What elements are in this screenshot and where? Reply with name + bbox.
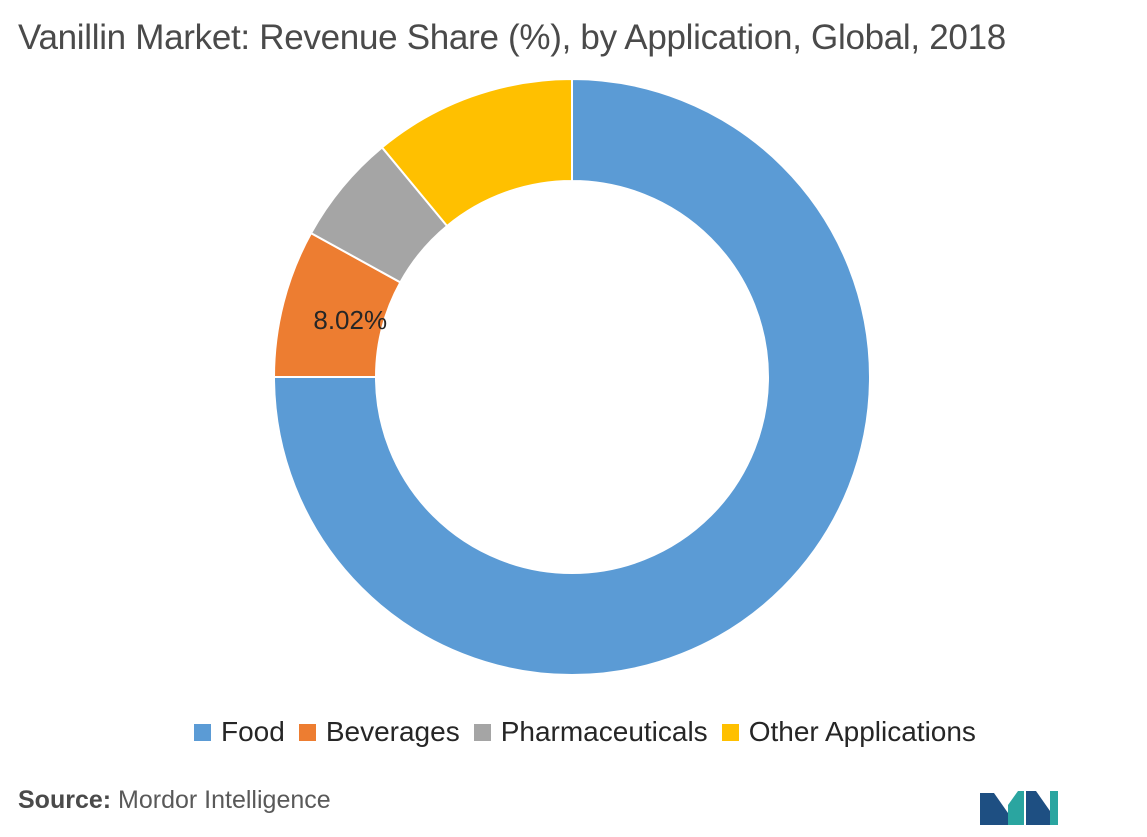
data-label-beverages: 8.02%: [313, 305, 387, 335]
legend-item-other-applications: Other Applications: [721, 716, 976, 748]
source-text: Mordor Intelligence: [118, 786, 331, 814]
legend-item-pharmaceuticals: Pharmaceuticals: [473, 716, 708, 748]
legend-item-food: Food: [194, 716, 285, 748]
mordor-intelligence-logo-icon: [980, 791, 1058, 825]
source-note: Source: Mordor Intelligence: [18, 786, 331, 815]
legend-label: Pharmaceuticals: [500, 716, 708, 747]
legend-label: Food: [221, 716, 285, 747]
chart-title: Vanillin Market: Revenue Share (%), by A…: [18, 18, 1006, 57]
donut-chart: 8.02%: [272, 77, 871, 676]
legend-label: Other Applications: [748, 716, 976, 747]
legend-swatch: [473, 723, 491, 741]
legend-label: Beverages: [325, 716, 460, 747]
slice-other-applications: [380, 77, 573, 228]
source-label: Source:: [18, 786, 112, 814]
legend-swatch: [721, 723, 739, 741]
legend-swatch: [194, 723, 211, 741]
chart-legend: Food Beverages Pharmaceuticals Other Applic…: [194, 716, 990, 748]
slice-food: [272, 77, 871, 676]
legend-item-beverages: Beverages: [298, 716, 460, 748]
legend-swatch: [298, 723, 316, 741]
